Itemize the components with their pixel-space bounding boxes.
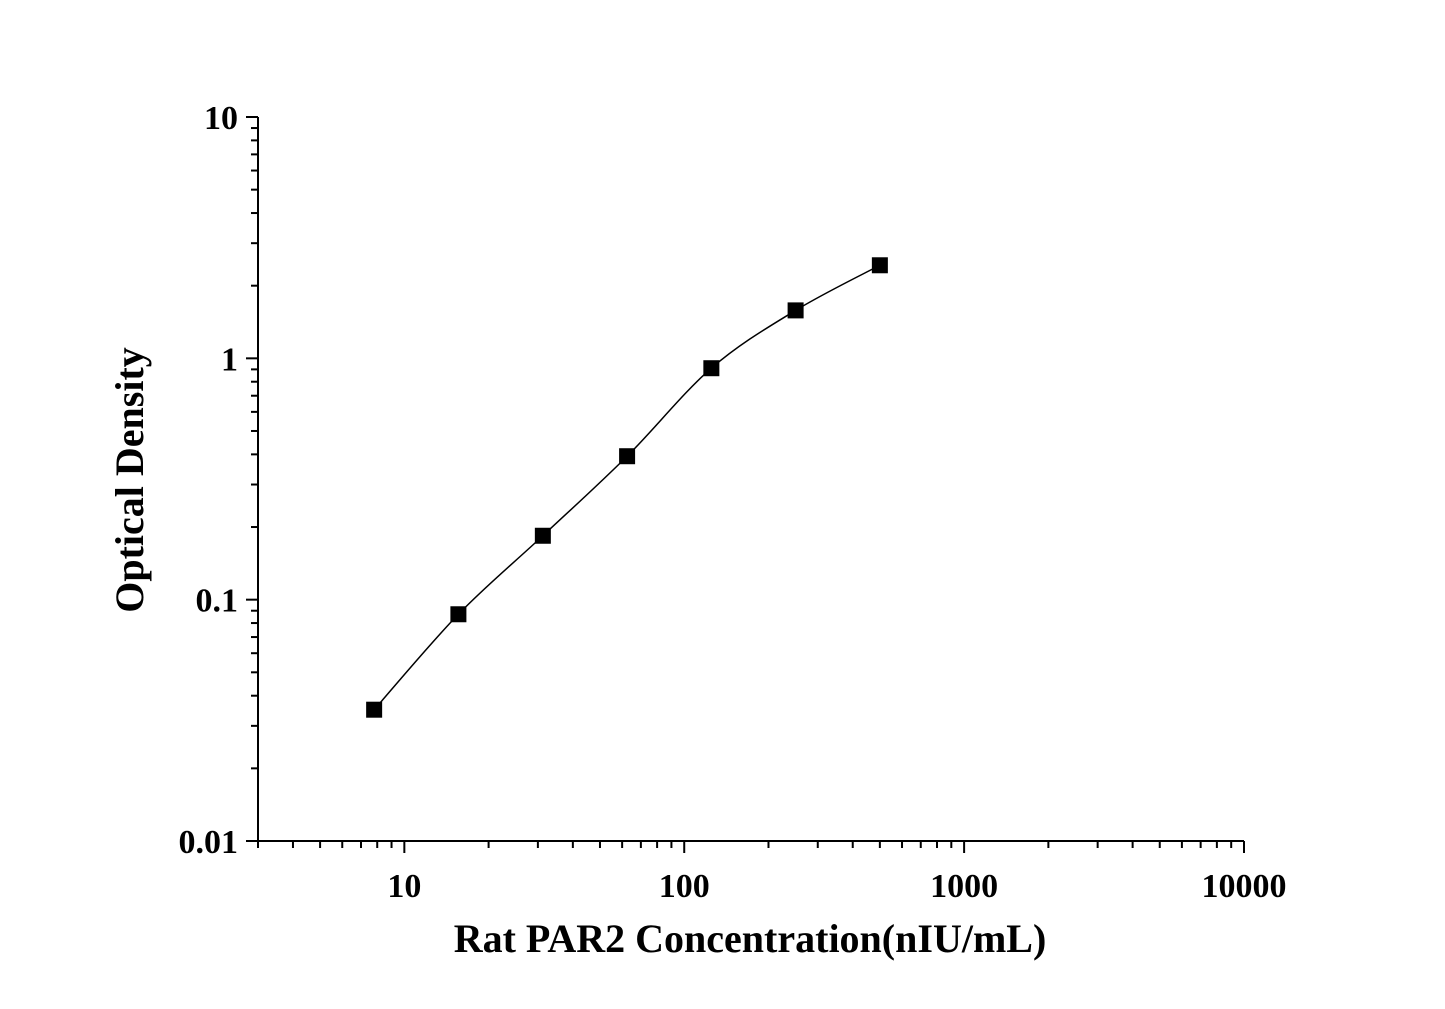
data-point (450, 606, 467, 623)
data-point (787, 302, 804, 319)
y-tick-label: 0.01 (179, 824, 239, 861)
data-point (703, 360, 720, 377)
data-point (366, 701, 383, 718)
y-tick-label: 1 (221, 341, 238, 378)
axes (246, 116, 1245, 853)
data-point (534, 527, 551, 544)
data-points (366, 257, 888, 718)
y-tick-label: 10 (204, 100, 238, 137)
y-tick-label: 0.1 (196, 583, 239, 620)
x-tick-label: 10 (387, 868, 421, 905)
x-tick-label: 10000 (1202, 868, 1287, 905)
data-point (619, 448, 636, 465)
data-point (871, 257, 888, 274)
y-axis-title: Optical Density (107, 347, 152, 613)
x-axis-title: Rat PAR2 Concentration(nIU/mL) (454, 916, 1047, 961)
x-tick-label: 1000 (930, 868, 998, 905)
tick-labels: 10 100 1000 10000 0.01 0.1 1 10 (179, 100, 1287, 905)
fit-curve (373, 264, 881, 711)
x-tick-label: 100 (659, 868, 710, 905)
